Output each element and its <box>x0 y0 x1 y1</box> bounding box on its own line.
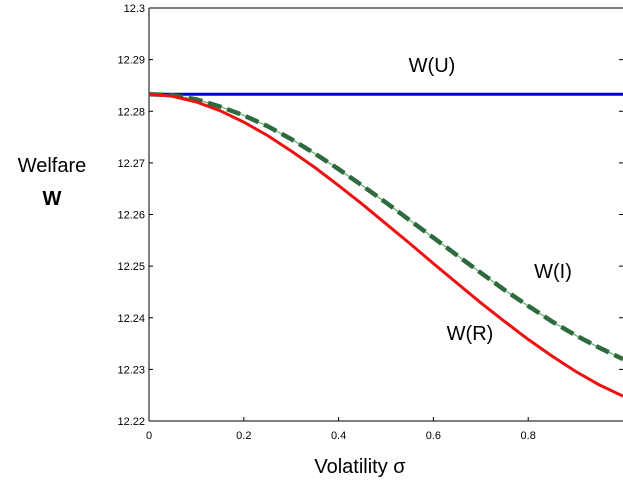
y-tick-label: 12.24 <box>117 313 145 325</box>
series-line-wr <box>148 92 623 398</box>
x-axis-title: Volatility σ <box>314 456 406 478</box>
x-tick-label: 0.4 <box>331 430 346 442</box>
series-label-wr: W(R) <box>447 323 494 345</box>
series-label-wi: W(I) <box>534 261 572 283</box>
y-tick-label: 12.28 <box>117 106 145 118</box>
series-layer <box>148 91 623 398</box>
y-tick-label: 12.25 <box>117 261 145 273</box>
series-line-wi <box>148 91 623 362</box>
y-tick-label: 12.23 <box>117 364 145 376</box>
y-tick-label: 12.27 <box>117 158 145 170</box>
y-tick-label: 12.29 <box>117 55 145 67</box>
y-ticks: 12.22 12.23 12.24 12.25 12.26 12.27 12.28 12.29… <box>117 3 623 428</box>
x-tick-label: 0.2 <box>236 430 251 442</box>
x-tick-label: 0.6 <box>426 430 441 442</box>
y-tick-label: 12.26 <box>117 210 145 222</box>
y-tick-label: 12.3 <box>124 3 145 15</box>
y-tick-label: 12.22 <box>117 416 145 428</box>
x-ticks: 0 0.2 0.4 0.6 0.8 <box>146 417 536 442</box>
y-axis-symbol: W <box>43 188 62 210</box>
plot-frame <box>148 7 623 422</box>
x-tick-label: 0.8 <box>521 430 536 442</box>
series-label-wu: W(U) <box>409 55 456 77</box>
y-axis-title: Welfare <box>18 155 87 177</box>
x-tick-label: 0 <box>146 430 152 442</box>
